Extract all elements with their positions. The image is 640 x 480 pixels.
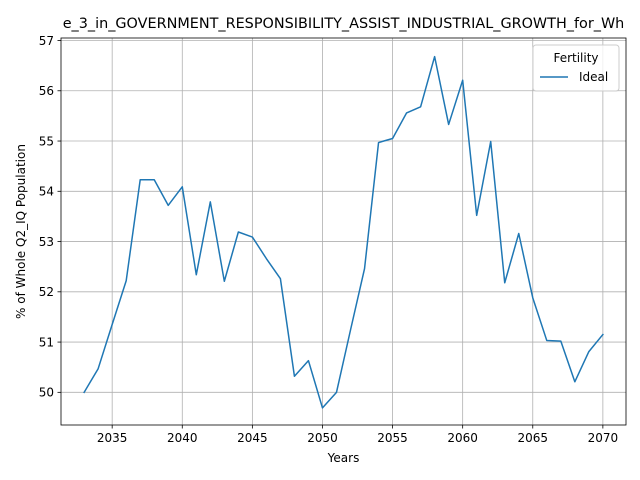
- y-tick-label: 55: [39, 134, 54, 148]
- y-tick-label: 52: [39, 285, 54, 299]
- x-tick-label: 2070: [588, 431, 619, 445]
- legend: Fertility Ideal: [532, 44, 620, 92]
- legend-box: [532, 44, 620, 92]
- x-tick-label: 2045: [237, 431, 268, 445]
- x-tick-label: 2050: [307, 431, 338, 445]
- series-layer: [83, 55, 604, 409]
- chart-title: e_3_in_GOVERNMENT_RESPONSIBILITY_ASSIST_…: [63, 16, 625, 32]
- plot-area-frame: [60, 37, 627, 426]
- y-tick-label: 51: [39, 335, 54, 349]
- x-tick-label: 2060: [447, 431, 478, 445]
- legend-title: Fertility: [553, 51, 598, 65]
- y-tick-label: 56: [39, 84, 54, 98]
- y-tick-label: 53: [39, 235, 54, 249]
- x-tick-label: 2040: [167, 431, 198, 445]
- y-tick-label: 54: [39, 185, 54, 199]
- y-tick-label: 50: [39, 386, 54, 400]
- x-tick-label: 2035: [97, 431, 128, 445]
- series-line-ideal: [83, 55, 604, 409]
- y-axis: 50 51 52 53 54 55 56 57: [39, 34, 61, 400]
- legend-entry-label: Ideal: [579, 70, 608, 84]
- x-axis: 2035 2040 2045 2050 2055 2060 2065 2070: [97, 425, 618, 445]
- x-axis-label: Years: [327, 451, 360, 465]
- x-tick-label: 2055: [377, 431, 408, 445]
- y-tick-label: 57: [39, 34, 54, 48]
- y-axis-label: % of Whole Q2_IQ Population: [14, 144, 28, 319]
- x-tick-label: 2065: [517, 431, 548, 445]
